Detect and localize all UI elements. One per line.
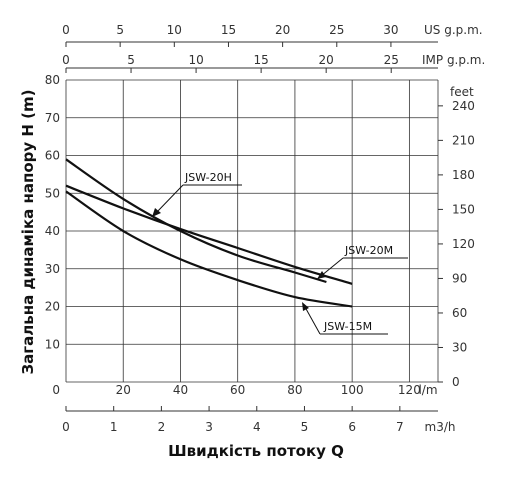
feet-tick-label: 120 <box>452 237 475 251</box>
feet-tick-label: 30 <box>452 340 467 354</box>
feet-tick-label: 60 <box>452 306 467 320</box>
x-tick-label: 20 <box>116 383 131 397</box>
feet-tick-label: 150 <box>452 202 475 216</box>
feet-tick-label: 0 <box>452 375 460 389</box>
feet-unit-label: feet <box>450 85 474 99</box>
x-tick-label: 100 <box>341 383 364 397</box>
us-gpm-tick-label: 5 <box>116 23 124 37</box>
x-tick-label: 60 <box>230 383 245 397</box>
y-tick-label: 60 <box>45 149 60 163</box>
y-tick-label: 20 <box>45 300 60 314</box>
label-jsw-15m: JSW-15M <box>323 320 372 333</box>
m3h-unit-label: m3/h <box>425 420 456 434</box>
m3h-tick-label: 5 <box>301 420 309 434</box>
arrow-jsw-15m <box>302 302 309 311</box>
series-layer <box>65 158 353 308</box>
us-gpm-tick-label: 15 <box>221 23 236 37</box>
y-tick-label: 50 <box>45 186 60 200</box>
grid-layer <box>65 79 439 383</box>
curve-jsw-20h <box>65 158 327 284</box>
label-jsw-20m: JSW-20M <box>344 244 393 257</box>
curve-jsw-15m <box>65 190 353 308</box>
feet-tick-label: 180 <box>452 168 475 182</box>
curve-jsw-20m <box>65 184 353 285</box>
arrow-jsw-20h <box>152 208 161 217</box>
us-gpm-tick-label: 0 <box>62 23 70 37</box>
leader-jsw-15m <box>304 306 321 335</box>
us-gpm-tick-label: 10 <box>167 23 182 37</box>
y-tick-label: 70 <box>45 111 60 125</box>
imp-gpm-tick-label: 10 <box>188 53 203 67</box>
feet-tick-label: 240 <box>452 99 475 113</box>
leader-jsw-20m <box>320 257 344 277</box>
m3h-tick-label: 2 <box>158 420 166 434</box>
x-unit-label: l/m <box>418 383 437 397</box>
arrow-jsw-20m <box>317 271 326 279</box>
label-jsw-20h: JSW-20H <box>184 171 232 184</box>
m3h-tick-label: 4 <box>253 420 261 434</box>
m3h-tick-label: 3 <box>205 420 213 434</box>
m3h-tick-label: 6 <box>348 420 356 434</box>
x-axis-title: Швидкість потоку Q <box>168 442 344 460</box>
y-tick-label: 40 <box>45 224 60 238</box>
label-layer: JSW-20H JSW-20M JSW-15M <box>152 171 408 335</box>
imp-gpm-tick-label: 25 <box>384 53 399 67</box>
leader-jsw-20h <box>155 184 184 214</box>
y-tick-label: 0 <box>52 383 60 397</box>
imp-gpm-tick-label: 15 <box>253 53 268 67</box>
m3h-tick-label: 0 <box>62 420 70 434</box>
us-gpm-tick-label: 25 <box>329 23 344 37</box>
us-gpm-unit-label: US g.p.m. <box>424 23 483 37</box>
imp-gpm-tick-label: 20 <box>319 53 334 67</box>
us-gpm-tick-label: 20 <box>275 23 290 37</box>
x-tick-label: 80 <box>287 383 302 397</box>
feet-tick-label: 90 <box>452 271 467 285</box>
y-tick-label: 10 <box>45 337 60 351</box>
m3h-tick-label: 1 <box>110 420 118 434</box>
y-tick-label: 80 <box>45 73 60 87</box>
feet-tick-label: 210 <box>452 133 475 147</box>
y-axis-title: Загальна динаміка напору H (m) <box>19 90 37 375</box>
imp-gpm-tick-label: 0 <box>62 53 70 67</box>
imp-gpm-tick-label: 5 <box>127 53 135 67</box>
imp-gpm-unit-label: IMP g.p.m. <box>422 53 485 67</box>
x-tick-label: 120 <box>398 383 421 397</box>
us-gpm-tick-label: 30 <box>383 23 398 37</box>
m3h-tick-label: 7 <box>396 420 404 434</box>
y-tick-label: 30 <box>45 262 60 276</box>
x-tick-label: 40 <box>173 383 188 397</box>
